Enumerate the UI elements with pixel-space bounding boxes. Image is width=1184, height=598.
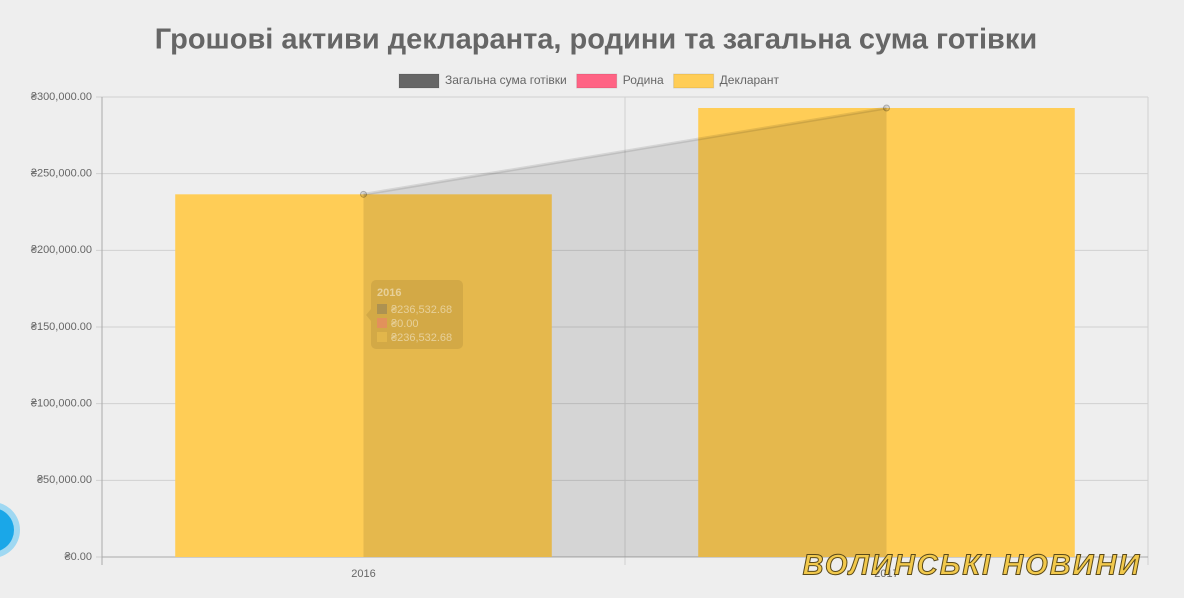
bar — [175, 194, 552, 557]
line-area — [363, 108, 887, 558]
y-tick-label: ₴250,000.00 — [31, 168, 92, 180]
tooltip-item: ₴0.00 — [391, 318, 419, 330]
y-tick-label: ₴300,000.00 — [31, 91, 92, 103]
x-tick-label: 2016 — [351, 568, 375, 580]
legend-swatch — [398, 73, 440, 89]
line-point — [360, 190, 367, 198]
bar — [698, 108, 1075, 558]
tooltip-swatch — [377, 304, 387, 314]
watermark: ВОЛИНСЬКІ НОВИНИ — [803, 550, 1142, 582]
y-tick-label: ₴150,000.00 — [31, 321, 92, 333]
chart-title: Грошові активи декларанта, родини та заг… — [155, 24, 1037, 56]
tooltip-box — [371, 280, 463, 349]
tooltip-item: ₴236,532.68 — [391, 304, 452, 316]
tooltip-caret — [366, 309, 371, 321]
legend-swatch — [576, 73, 618, 89]
y-tick-label: ₴200,000.00 — [31, 244, 92, 256]
legend-swatch — [673, 73, 715, 89]
side-button[interactable] — [0, 508, 14, 552]
line — [363, 106, 887, 196]
y-tick-label: ₴100,000.00 — [31, 398, 92, 410]
legend-label: Загальна сума готівки — [445, 73, 567, 87]
tooltip-title: 2016 — [377, 287, 401, 299]
y-tick-label: ₴50,000.00 — [37, 474, 92, 486]
legend-label: Родина — [623, 73, 664, 87]
tooltip-swatch — [377, 318, 387, 328]
legend-label: Декларант — [720, 73, 780, 87]
x-tick-label: 2017 — [874, 568, 898, 580]
line-point — [883, 104, 890, 112]
tooltip-swatch — [377, 332, 387, 342]
y-tick-label: ₴0.00 — [64, 551, 92, 563]
tooltip-item: ₴236,532.68 — [391, 332, 452, 344]
